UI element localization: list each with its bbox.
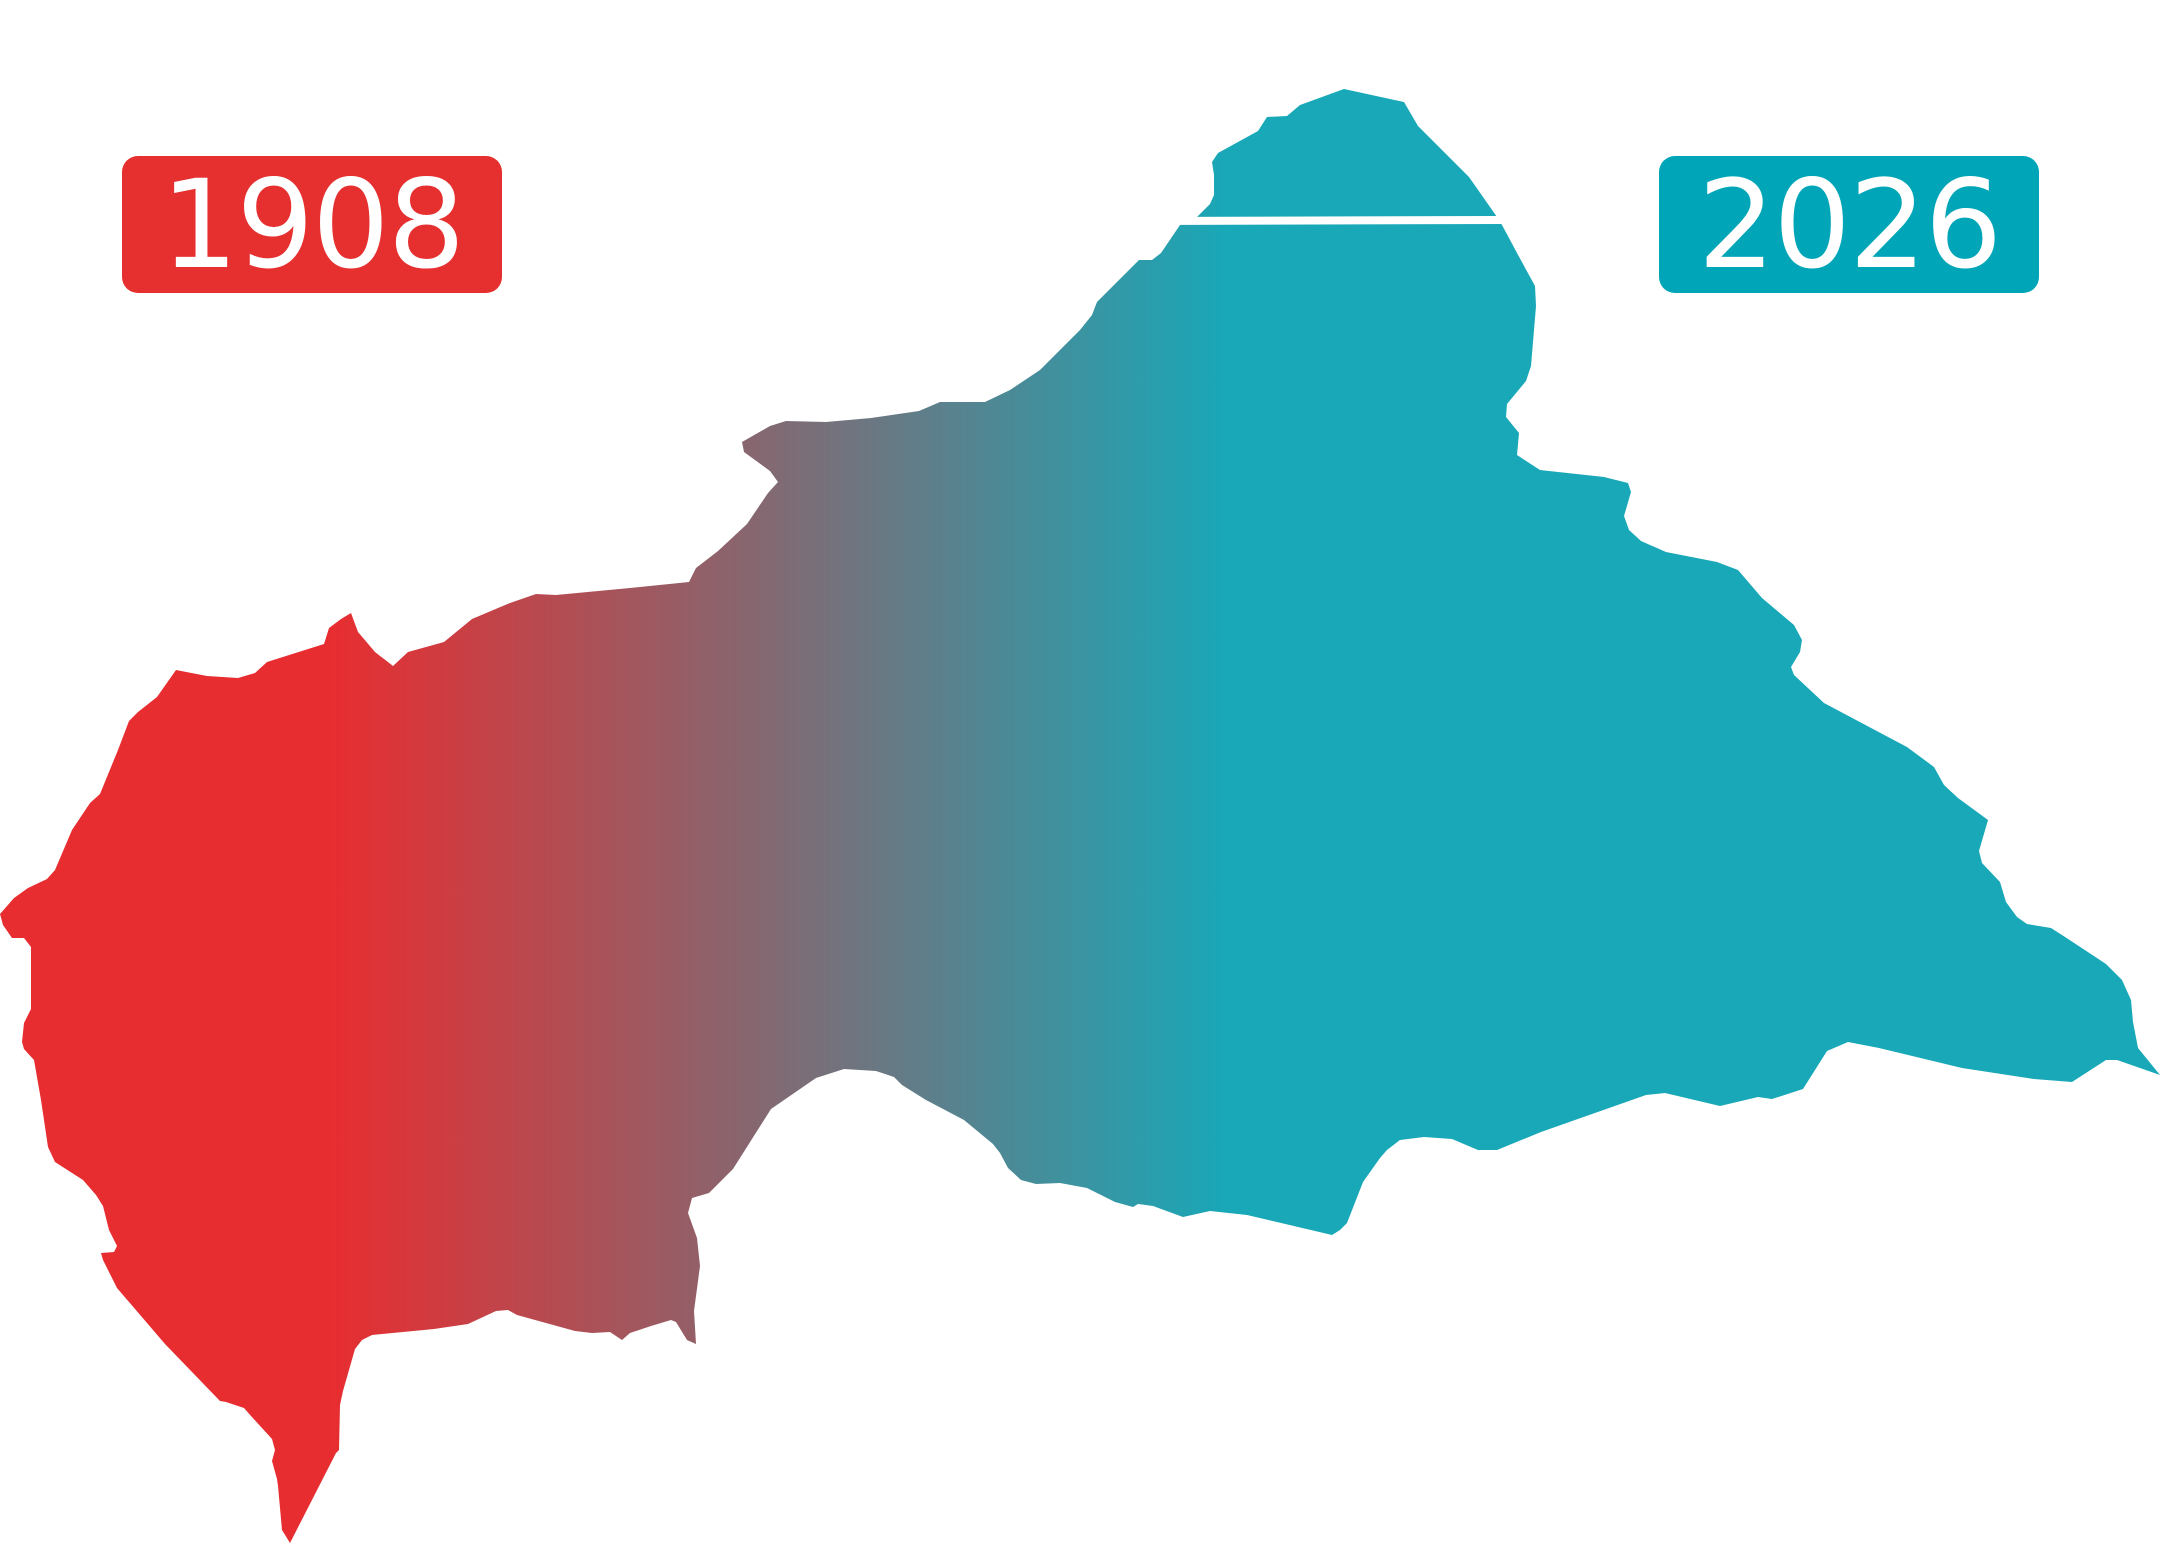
start-year-badge: 1908 (122, 156, 502, 293)
start-year-label: 1908 (160, 153, 465, 296)
end-year-badge: 2026 (1659, 156, 2039, 293)
end-year-label: 2026 (1697, 153, 2002, 296)
country-shape (0, 89, 2160, 1543)
map-gap-line (1150, 216, 1503, 225)
